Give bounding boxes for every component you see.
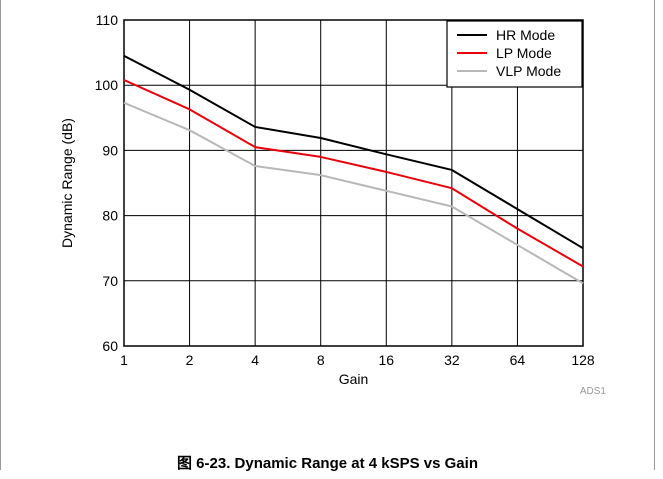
x-tick-label: 32: [444, 352, 460, 368]
y-tick-label: 80: [102, 208, 118, 224]
y-tick-labels: 60 70 80 90 100 110: [95, 12, 119, 354]
figure-frame: [0, 0, 655, 470]
x-tick-label: 8: [317, 352, 325, 368]
grid-lines: [124, 20, 583, 346]
legend-label: LP Mode: [496, 45, 552, 61]
y-tick-label: 90: [102, 142, 118, 158]
figure-id: ADS1: [580, 386, 607, 397]
x-tick-label: 16: [378, 352, 394, 368]
plot-area: [123, 19, 584, 347]
series-line-3: [123, 101, 584, 285]
y-axis-label: Dynamic Range (dB): [59, 118, 75, 248]
x-tick-label: 1: [120, 352, 128, 368]
x-tick-label: 128: [571, 352, 595, 368]
x-tick-label: 64: [510, 352, 526, 368]
x-tick-label: 4: [251, 352, 259, 368]
legend: HR Mode LP Mode VLP Mode: [446, 20, 583, 88]
series-lines: [123, 54, 584, 285]
y-tick-label: 100: [95, 77, 119, 93]
figure-caption: 图 6-23. Dynamic Range at 4 kSPS vs Gain: [177, 455, 478, 472]
series-line-1: [123, 54, 584, 250]
x-tick-label: 2: [186, 352, 194, 368]
series-line-2: [123, 79, 584, 268]
y-tick-label: 60: [102, 338, 118, 354]
legend-label: VLP Mode: [496, 63, 561, 79]
x-axis-label: Gain: [339, 371, 369, 387]
x-tick-labels: 1 2 4 8 16 32 64 128: [120, 352, 595, 368]
legend-label: HR Mode: [496, 27, 555, 43]
y-tick-label: 70: [102, 273, 118, 289]
y-tick-label: 110: [96, 12, 119, 28]
